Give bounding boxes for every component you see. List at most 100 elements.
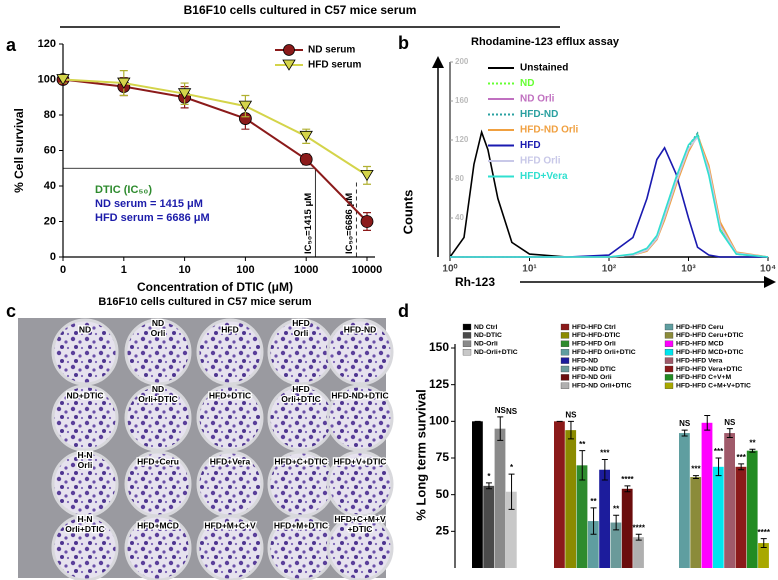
legend-swatch [462,349,472,356]
legend-label: ND-Orli [474,341,498,348]
error-bar [726,428,733,438]
significance-label: NS [724,418,736,427]
bar [483,485,495,568]
x-tick-label: 1000 [294,264,318,276]
y-tick-label: 0 [50,251,56,263]
legend-swatch [560,365,570,373]
legend-swatch [664,332,674,339]
well-label: HFD+V+DTIC [334,456,387,466]
well-label: ND Orli [151,318,166,338]
marker [177,88,192,100]
legend-label: HFD serum [308,60,361,71]
error-bar [624,485,631,493]
legend-swatch [560,340,570,347]
error-bar [760,538,767,548]
significance-label: *** [736,453,746,462]
well [51,384,119,452]
bar [701,422,713,568]
legend-label: Unstained [520,63,568,74]
panel-letter: d [398,301,409,321]
bar [505,491,517,568]
legend-swatch [664,374,674,381]
y-tick-label: 40 [455,213,464,222]
y-tick-label: 50 [436,487,450,501]
legend-label: ND [520,78,534,89]
significance-label: ** [579,440,586,449]
y-tick-label: 120 [455,135,469,144]
legend-marker [282,59,296,71]
bar [724,433,735,568]
significance-label: ** [590,497,597,506]
annotation: ND serum = 1415 μM [95,198,203,210]
legend-label: HFD-HFD Vera+DTIC [676,366,742,373]
legend-label: HFD-ND [520,109,558,120]
x-tick-label: 10000 [352,264,383,276]
y-tick-label: 200 [455,57,469,66]
error-bar [590,507,597,535]
legend-label: HFD-ND [572,357,598,364]
significance-label: **** [621,475,634,484]
y-tick-label: 80 [44,109,56,121]
well-label: HFD [221,324,238,334]
well [124,318,192,386]
well-label: HFD+DTIC [209,390,251,400]
y-tick-label: 20 [44,215,56,227]
x-tick-label: 10⁰ [442,264,457,275]
legend-swatch [560,374,570,381]
x-axis-label: Concentration of DTIC (μM) [137,280,293,294]
legend-swatch [560,357,570,364]
marker [238,100,253,112]
well-label: HFD-ND [344,324,377,334]
legend-label: ND Ctrl [474,324,498,331]
bar [610,522,622,568]
y-tick-label: 40 [44,180,56,192]
legend-label: HFD-HFD C+V+M [676,374,731,381]
x-tick-label: 10⁴ [760,264,776,275]
significance-label: * [510,463,514,472]
y-axis-label: % Long term survival [413,389,428,520]
x-tick-label: 10¹ [522,264,537,275]
error-bar [613,514,620,531]
significance-label: NS [679,419,691,428]
legend-swatch [664,382,674,389]
y-tick-label: 25 [436,524,450,538]
significance-label: NS [506,407,518,416]
legend-label: ND-Orli+DTIC [474,349,518,356]
error-bar [601,458,608,481]
marker [56,74,70,86]
well-label: HFD+C+DTIC [274,456,327,466]
error-bar [738,463,745,471]
legend-label: HFD-HFD Orli+DTIC [572,349,636,356]
legend-swatch [462,340,472,347]
legend-swatch [462,332,472,339]
error-bar [681,429,688,437]
marker [117,77,131,89]
x-tick-label: 100 [236,264,254,276]
well-label: HFD+Vera [210,456,251,466]
y-tick-label: 75 [436,450,450,464]
legend-label: HFD-HFD MCD+DTIC [676,349,743,356]
legend-label: HFD [520,140,541,151]
y-axis-label: % Cell survival [12,108,26,193]
histogram-line [450,146,768,258]
significance-label: **** [758,528,771,537]
well [124,514,192,580]
legend-label: HFD-HFD Orli [572,341,616,348]
well [196,318,264,386]
well [326,514,394,580]
bar [690,477,702,568]
legend-swatch [560,349,570,356]
bar [554,421,565,568]
y-tick-label: 100 [429,414,449,428]
legend-label: ND serum [308,45,355,56]
legend-label: HFD-HFD C+M+V+DTIC [676,383,751,390]
legend-label: HFD Orli [520,156,561,167]
significance-label: NS [495,406,507,415]
error-bar [749,448,756,453]
error-bar [497,416,504,441]
legend-swatch [664,357,674,364]
legend-swatch [560,332,570,339]
error-bar [567,420,574,440]
x-tick-label: 10² [602,264,617,275]
